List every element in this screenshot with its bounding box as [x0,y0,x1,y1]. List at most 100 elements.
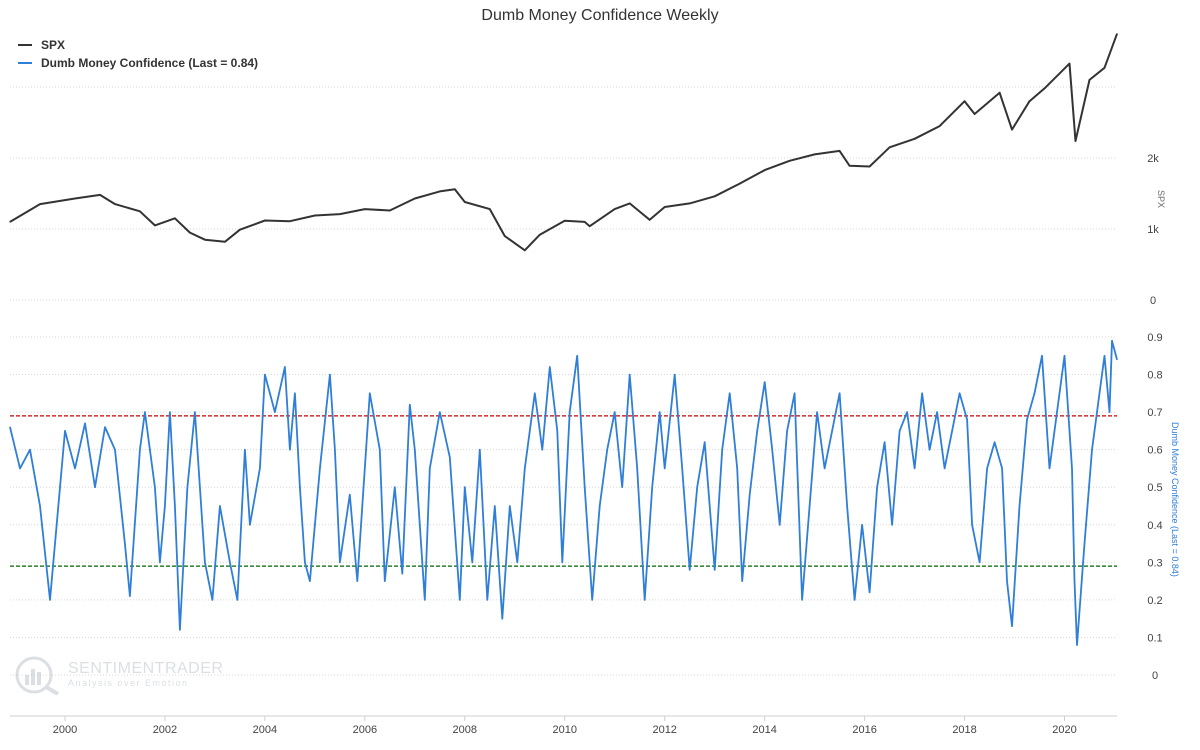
dumb-money-point [651,486,653,488]
dumb-money-point [1083,543,1086,545]
dumb-money-point [319,467,321,469]
dumb-money-point [204,561,206,563]
spx-point [154,224,156,226]
dumb-money-point [1001,467,1003,469]
dumb-money-point [274,411,276,413]
spx-point [814,153,816,155]
dumb-money-point [369,392,371,394]
dumb-money-point [764,381,766,383]
dumb-money-point [831,430,833,432]
dumb-money-point [1056,411,1058,413]
dumb-money-point [576,355,578,357]
dumb-money-point [339,561,341,563]
dumb-money-point [779,524,781,526]
y-tick-label: 2k [1147,153,1159,165]
dumb-money-point [899,430,901,432]
dumb-money-point [1048,467,1051,469]
dumb-money-point [304,561,306,563]
x-tick-label: 2000 [53,724,77,736]
dumb-money-point [59,486,61,488]
dumb-money-point [249,524,251,526]
dumb-money-point [741,580,743,582]
dumb-money-point [236,599,238,601]
dumb-money-point [966,419,968,421]
spx-point [1043,87,1046,89]
spx-point [114,203,116,205]
dumb-money-point [929,449,931,451]
dumb-money-point [19,467,21,469]
spx-point [974,113,976,115]
dumb-money-point [49,599,51,601]
dumb-money-point [921,392,923,394]
dumb-money-point [756,430,758,432]
y-tick-label: 0 [1152,670,1158,682]
spx-point [539,234,541,236]
dumb-money-point [1071,467,1073,469]
dumb-money-point [959,392,961,394]
spx-point [664,206,666,208]
spx-point [139,210,141,212]
dumb-money-point [986,467,988,469]
spx-point [339,213,341,215]
x-tick-label: 2012 [652,724,676,736]
dumb-money-point [729,392,731,394]
dumb-money-point [74,467,76,469]
dumb-money-point [1116,358,1118,361]
dumb-money-point [186,486,188,488]
dumb-money-point [104,426,106,428]
dumb-money-point [824,467,826,469]
dumb-money-point [884,441,886,443]
dumb-money-point [159,561,161,563]
dumb-money-point [614,411,616,413]
spx-point [789,160,791,162]
dumb-money-point [876,486,878,488]
spx-point [739,183,741,185]
dumb-money-point [1011,625,1013,627]
dumb-money-point [39,505,41,507]
x-tick-label: 2002 [153,724,177,736]
legend-swatch-spx [18,44,32,46]
dumb-money-point [494,505,496,507]
dumb-money-point [944,467,946,469]
y-tick-label: 0.8 [1147,370,1162,382]
dumb-money-point [1041,355,1043,357]
dumb-money-point [681,467,683,469]
spx-point [849,165,851,167]
spx-point [589,225,591,227]
dumb-money-point [854,599,856,601]
spx-point [189,232,191,234]
dumb-money-point [1006,580,1008,582]
dumb-money-point [259,467,261,469]
dumb-money-point [839,392,841,394]
legend-swatch-dumb-money [18,62,32,64]
dumb-money-point [164,505,166,507]
spx-point [1074,140,1077,142]
legend-item-spx[interactable]: SPX [18,36,258,54]
x-tick-label: 2018 [952,724,976,736]
dumb-money-point [1108,411,1111,413]
dumb-money-point [914,467,916,469]
dumb-money-point [501,618,503,620]
dumb-money-point [786,430,788,432]
chart-title: Dumb Money Confidence Weekly [481,7,719,24]
dumb-money-point [674,374,676,376]
dumb-money-point [439,411,441,413]
dumb-money-point [294,392,296,394]
watermark-tagline: Analysis over Emotion [68,678,189,688]
legend-item-dumb-money[interactable]: Dumb Money Confidence (Last = 0.84) [18,54,258,72]
dumb-money-point [696,486,698,488]
spx-point [689,202,691,204]
dumb-money-point [994,441,996,443]
x-tick-label: 2006 [353,724,377,736]
spx-axis-title: SPX [1156,190,1166,209]
spx-point [889,146,891,148]
dumb-money-point [244,449,246,451]
dumb-money-point [211,599,213,601]
spx-point [204,239,206,241]
dumb-money-point [664,467,666,469]
dumb-money-point [584,486,586,488]
dmc-axis-title: Dumb Money Confidence (Last = 0.84) [1170,422,1180,577]
dumb-money-point [356,580,358,582]
spx-point [224,241,226,243]
